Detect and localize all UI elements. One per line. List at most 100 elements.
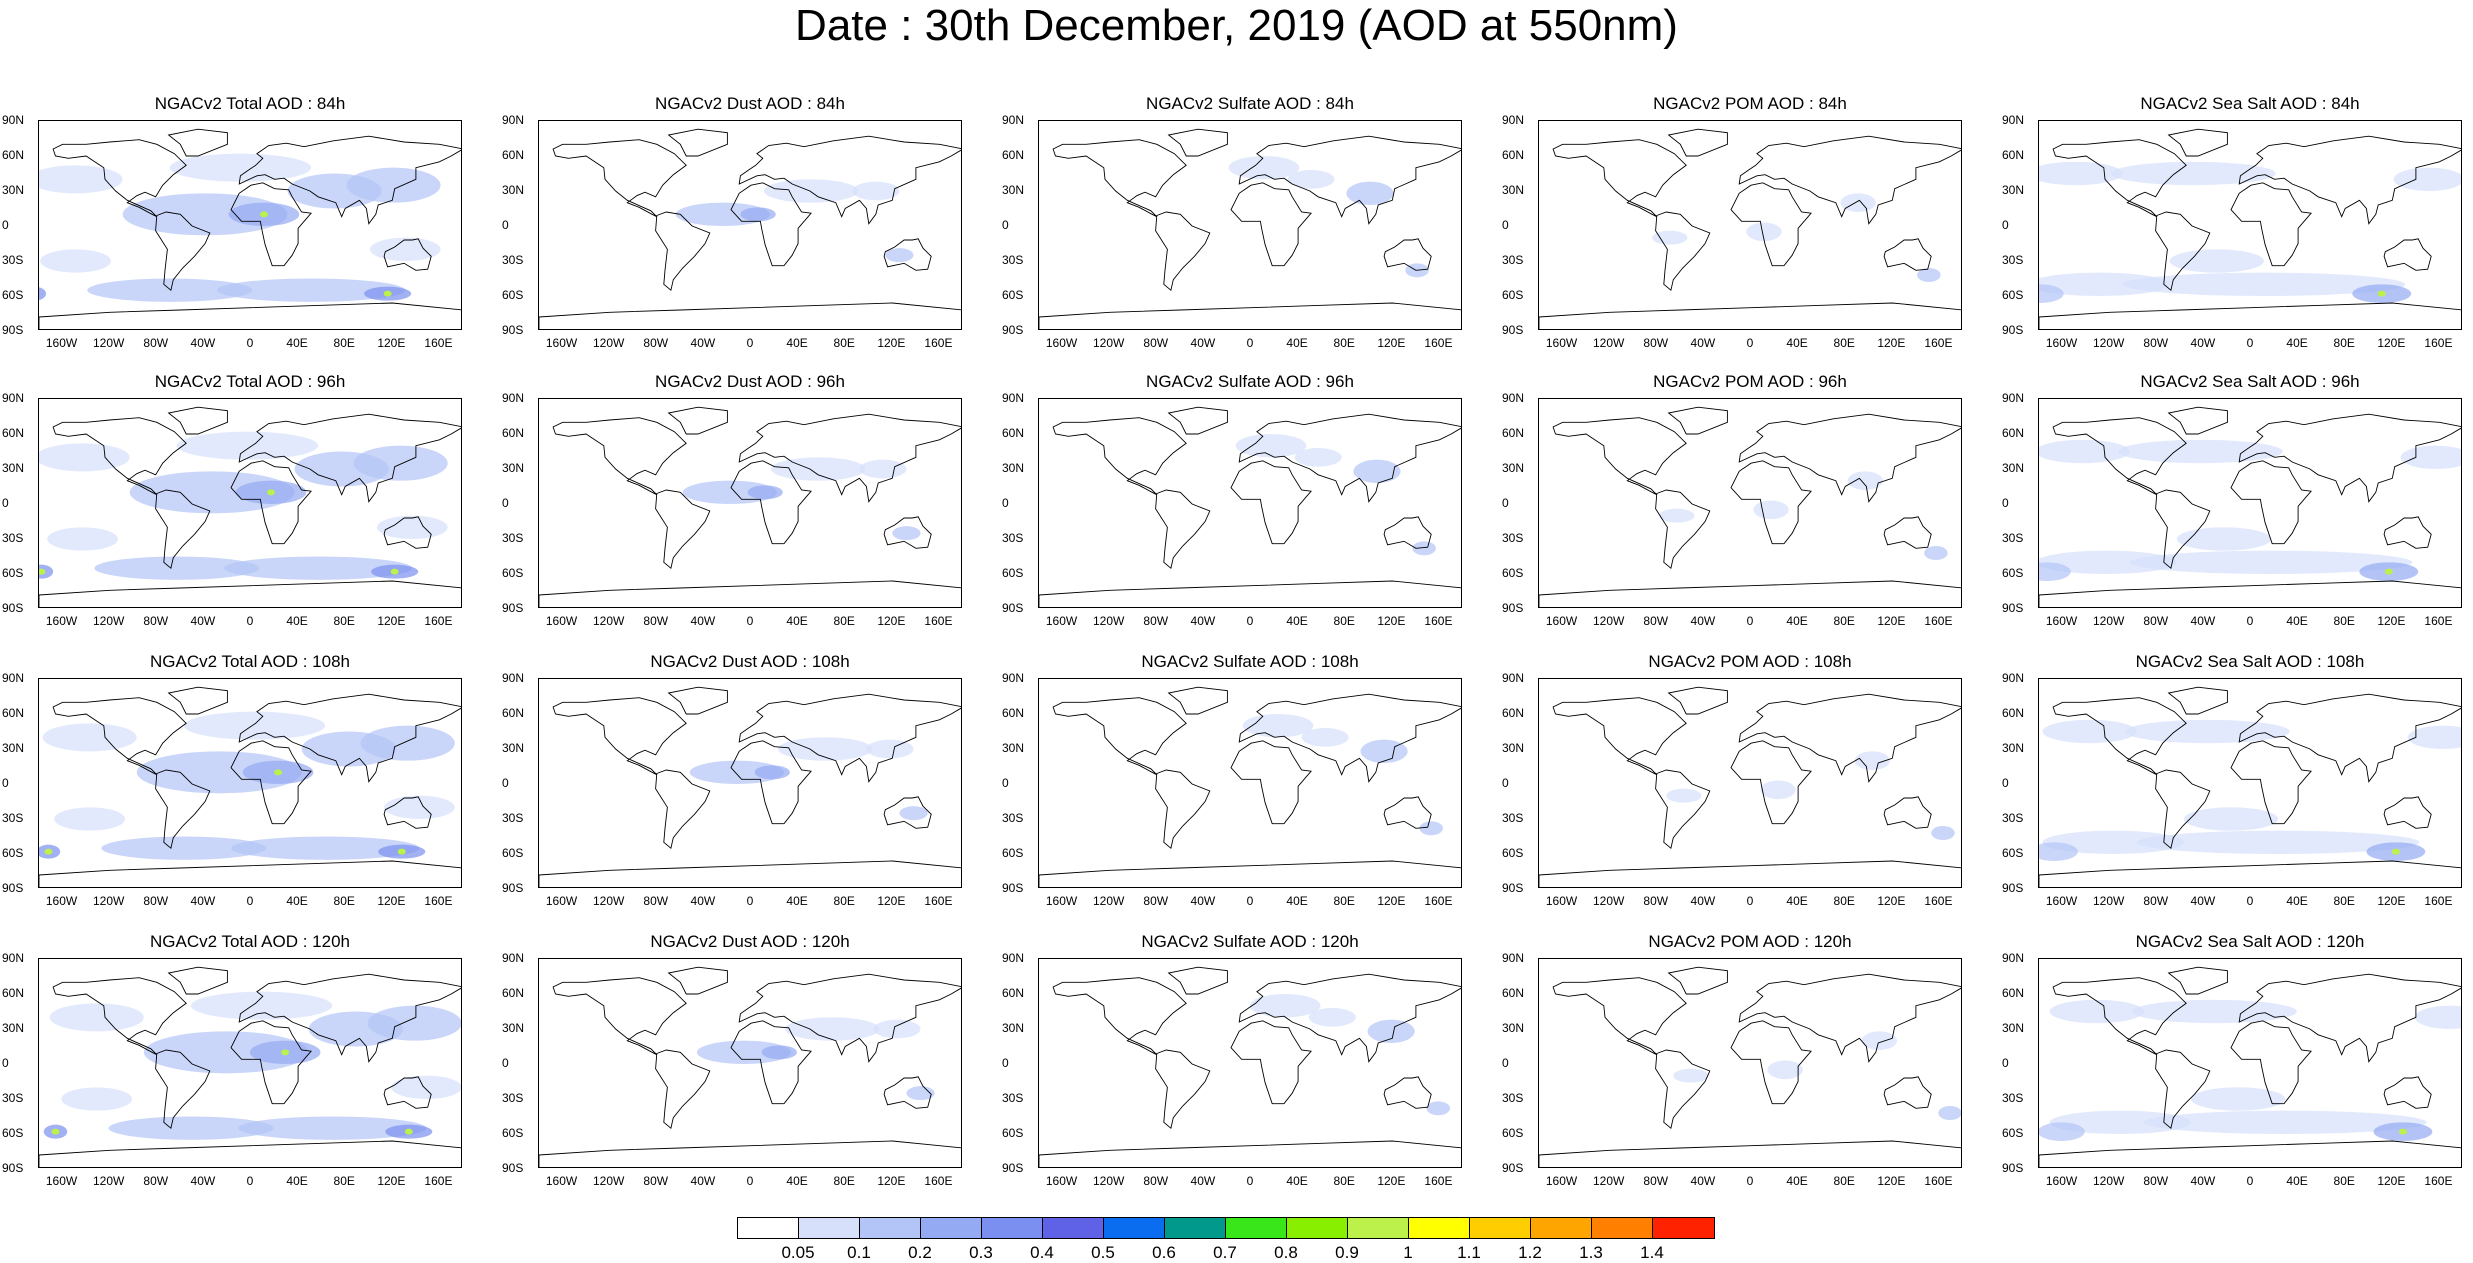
lon-tick-label: 120E — [2377, 1174, 2406, 1188]
aerosol-plume — [49, 1003, 144, 1032]
colorbar-swatch — [982, 1218, 1043, 1238]
aerosol-plume — [101, 836, 267, 860]
aerosol-plume — [2042, 719, 2137, 744]
aerosol-plume — [859, 459, 907, 479]
lon-tick-label: 120E — [877, 1174, 906, 1188]
lon-tick-label: 120E — [1377, 614, 1406, 628]
coastline — [883, 796, 932, 829]
lon-tick-label: 40W — [690, 614, 716, 628]
aod-map — [38, 120, 462, 330]
colorbar-swatch — [921, 1218, 982, 1238]
coastline — [1230, 1020, 1312, 1105]
lon-tick-label: 80E — [2333, 1174, 2355, 1188]
lon-tick-label: 80E — [1333, 894, 1355, 908]
coastline — [1238, 413, 1461, 503]
aerosol-plume — [143, 1031, 309, 1074]
lat-tick-label: 90S — [2, 881, 24, 895]
coastline — [39, 580, 461, 607]
aerosol-plume — [785, 1017, 880, 1041]
lat-tick-label: 0 — [1502, 776, 1509, 790]
coastline — [1883, 796, 1932, 829]
lat-tick-label: 0 — [2002, 218, 2009, 232]
lat-tick-label: 60S — [1502, 566, 1524, 580]
lat-tick-label: 30N — [502, 183, 525, 197]
lat-tick-label: 60S — [1502, 1126, 1524, 1140]
coastline — [1738, 135, 1961, 225]
aerosol-hotspot — [267, 489, 276, 496]
lat-tick-label: 30N — [2, 741, 25, 755]
lon-tick-label: 120E — [2377, 614, 2406, 628]
lon-tick-label: 160W — [45, 894, 78, 908]
lat-tick-label: 0 — [2002, 776, 2009, 790]
aerosol-plume — [42, 723, 137, 752]
coastline — [1039, 580, 1461, 607]
lat-tick-label: 0 — [1502, 1056, 1509, 1070]
lon-tick-label: 80E — [1333, 336, 1355, 350]
lon-tick-label: 120W — [92, 614, 125, 628]
lon-tick-label: 0 — [1746, 336, 1754, 350]
aerosol-hotspot — [390, 568, 399, 575]
aerosol-plume — [367, 1005, 461, 1041]
coastline — [1655, 1049, 1711, 1130]
lat-tick-label: 90S — [1502, 601, 1524, 615]
aerosol-plume — [1767, 1060, 1803, 1080]
lat-tick-label: 30N — [2, 1021, 25, 1035]
lat-tick-label: 0 — [2002, 1056, 2009, 1070]
map-canvas — [539, 686, 961, 887]
lon-tick-label: 0 — [746, 894, 754, 908]
aerosol-plume — [682, 480, 777, 504]
coastline — [2155, 211, 2211, 292]
lat-tick-label: 90N — [2002, 951, 2025, 965]
coastline — [1552, 417, 1687, 496]
colorbar-swatch — [799, 1218, 860, 1238]
colorbar-tick-label: 1.1 — [1457, 1243, 1481, 1262]
lat-tick-label: 60N — [502, 148, 525, 162]
lon-tick-label: 0 — [2246, 894, 2254, 908]
lat-tick-label: 0 — [2, 218, 9, 232]
lon-tick-label: 40E — [2286, 336, 2308, 350]
lat-tick-label: 30S — [502, 253, 524, 267]
coastline — [1730, 182, 1812, 267]
coastline — [1655, 769, 1711, 850]
coastline — [2039, 1140, 2461, 1167]
aerosol-plume — [1840, 193, 1876, 212]
lon-tick-label: 120W — [592, 336, 625, 350]
lon-tick-label: 120W — [92, 894, 125, 908]
aerosol-plume — [108, 1116, 274, 1140]
lat-tick-label: 90S — [1002, 1161, 1024, 1175]
lon-tick-label: 120W — [92, 336, 125, 350]
lat-tick-label: 60N — [502, 986, 525, 1000]
lat-tick-label: 60N — [1002, 706, 1025, 720]
lat-tick-label: 90S — [2002, 323, 2024, 337]
lon-tick-label: 120W — [1592, 1174, 1625, 1188]
lon-tick-label: 80E — [2333, 894, 2355, 908]
colorbar-tick-label: 0.9 — [1335, 1243, 1359, 1262]
aerosol-plume — [1426, 1101, 1451, 1116]
aerosol-plume — [2393, 167, 2461, 191]
lon-tick-label: 40E — [1286, 1174, 1308, 1188]
lon-tick-label: 40W — [1190, 614, 1216, 628]
lon-tick-label: 80W — [643, 1174, 669, 1188]
coastline — [383, 1076, 432, 1109]
map-canvas — [1539, 686, 1961, 887]
aerosol-plume — [1353, 459, 1401, 483]
lat-tick-label: 90S — [2002, 601, 2024, 615]
figure-title: Date : 30th December, 2019 (AOD at 550nm… — [795, 1, 1678, 50]
lon-tick-label: 120E — [1877, 614, 1906, 628]
coastline — [52, 977, 187, 1056]
coastline — [1238, 693, 1461, 783]
coastline — [1167, 686, 1228, 715]
lon-tick-label: 120W — [592, 894, 625, 908]
map-canvas — [1039, 128, 1461, 329]
lon-tick-label: 80W — [1643, 336, 1669, 350]
coastline — [552, 697, 687, 776]
aod-map — [2038, 678, 2462, 888]
lon-tick-label: 80E — [833, 336, 855, 350]
aerosol-plume — [2407, 725, 2461, 749]
aerosol-plume — [1419, 821, 1443, 836]
coastline — [238, 413, 461, 503]
lat-tick-label: 30S — [2, 253, 24, 267]
lon-tick-label: 80W — [1643, 614, 1669, 628]
coastline — [2052, 417, 2187, 496]
coastline — [238, 135, 461, 225]
